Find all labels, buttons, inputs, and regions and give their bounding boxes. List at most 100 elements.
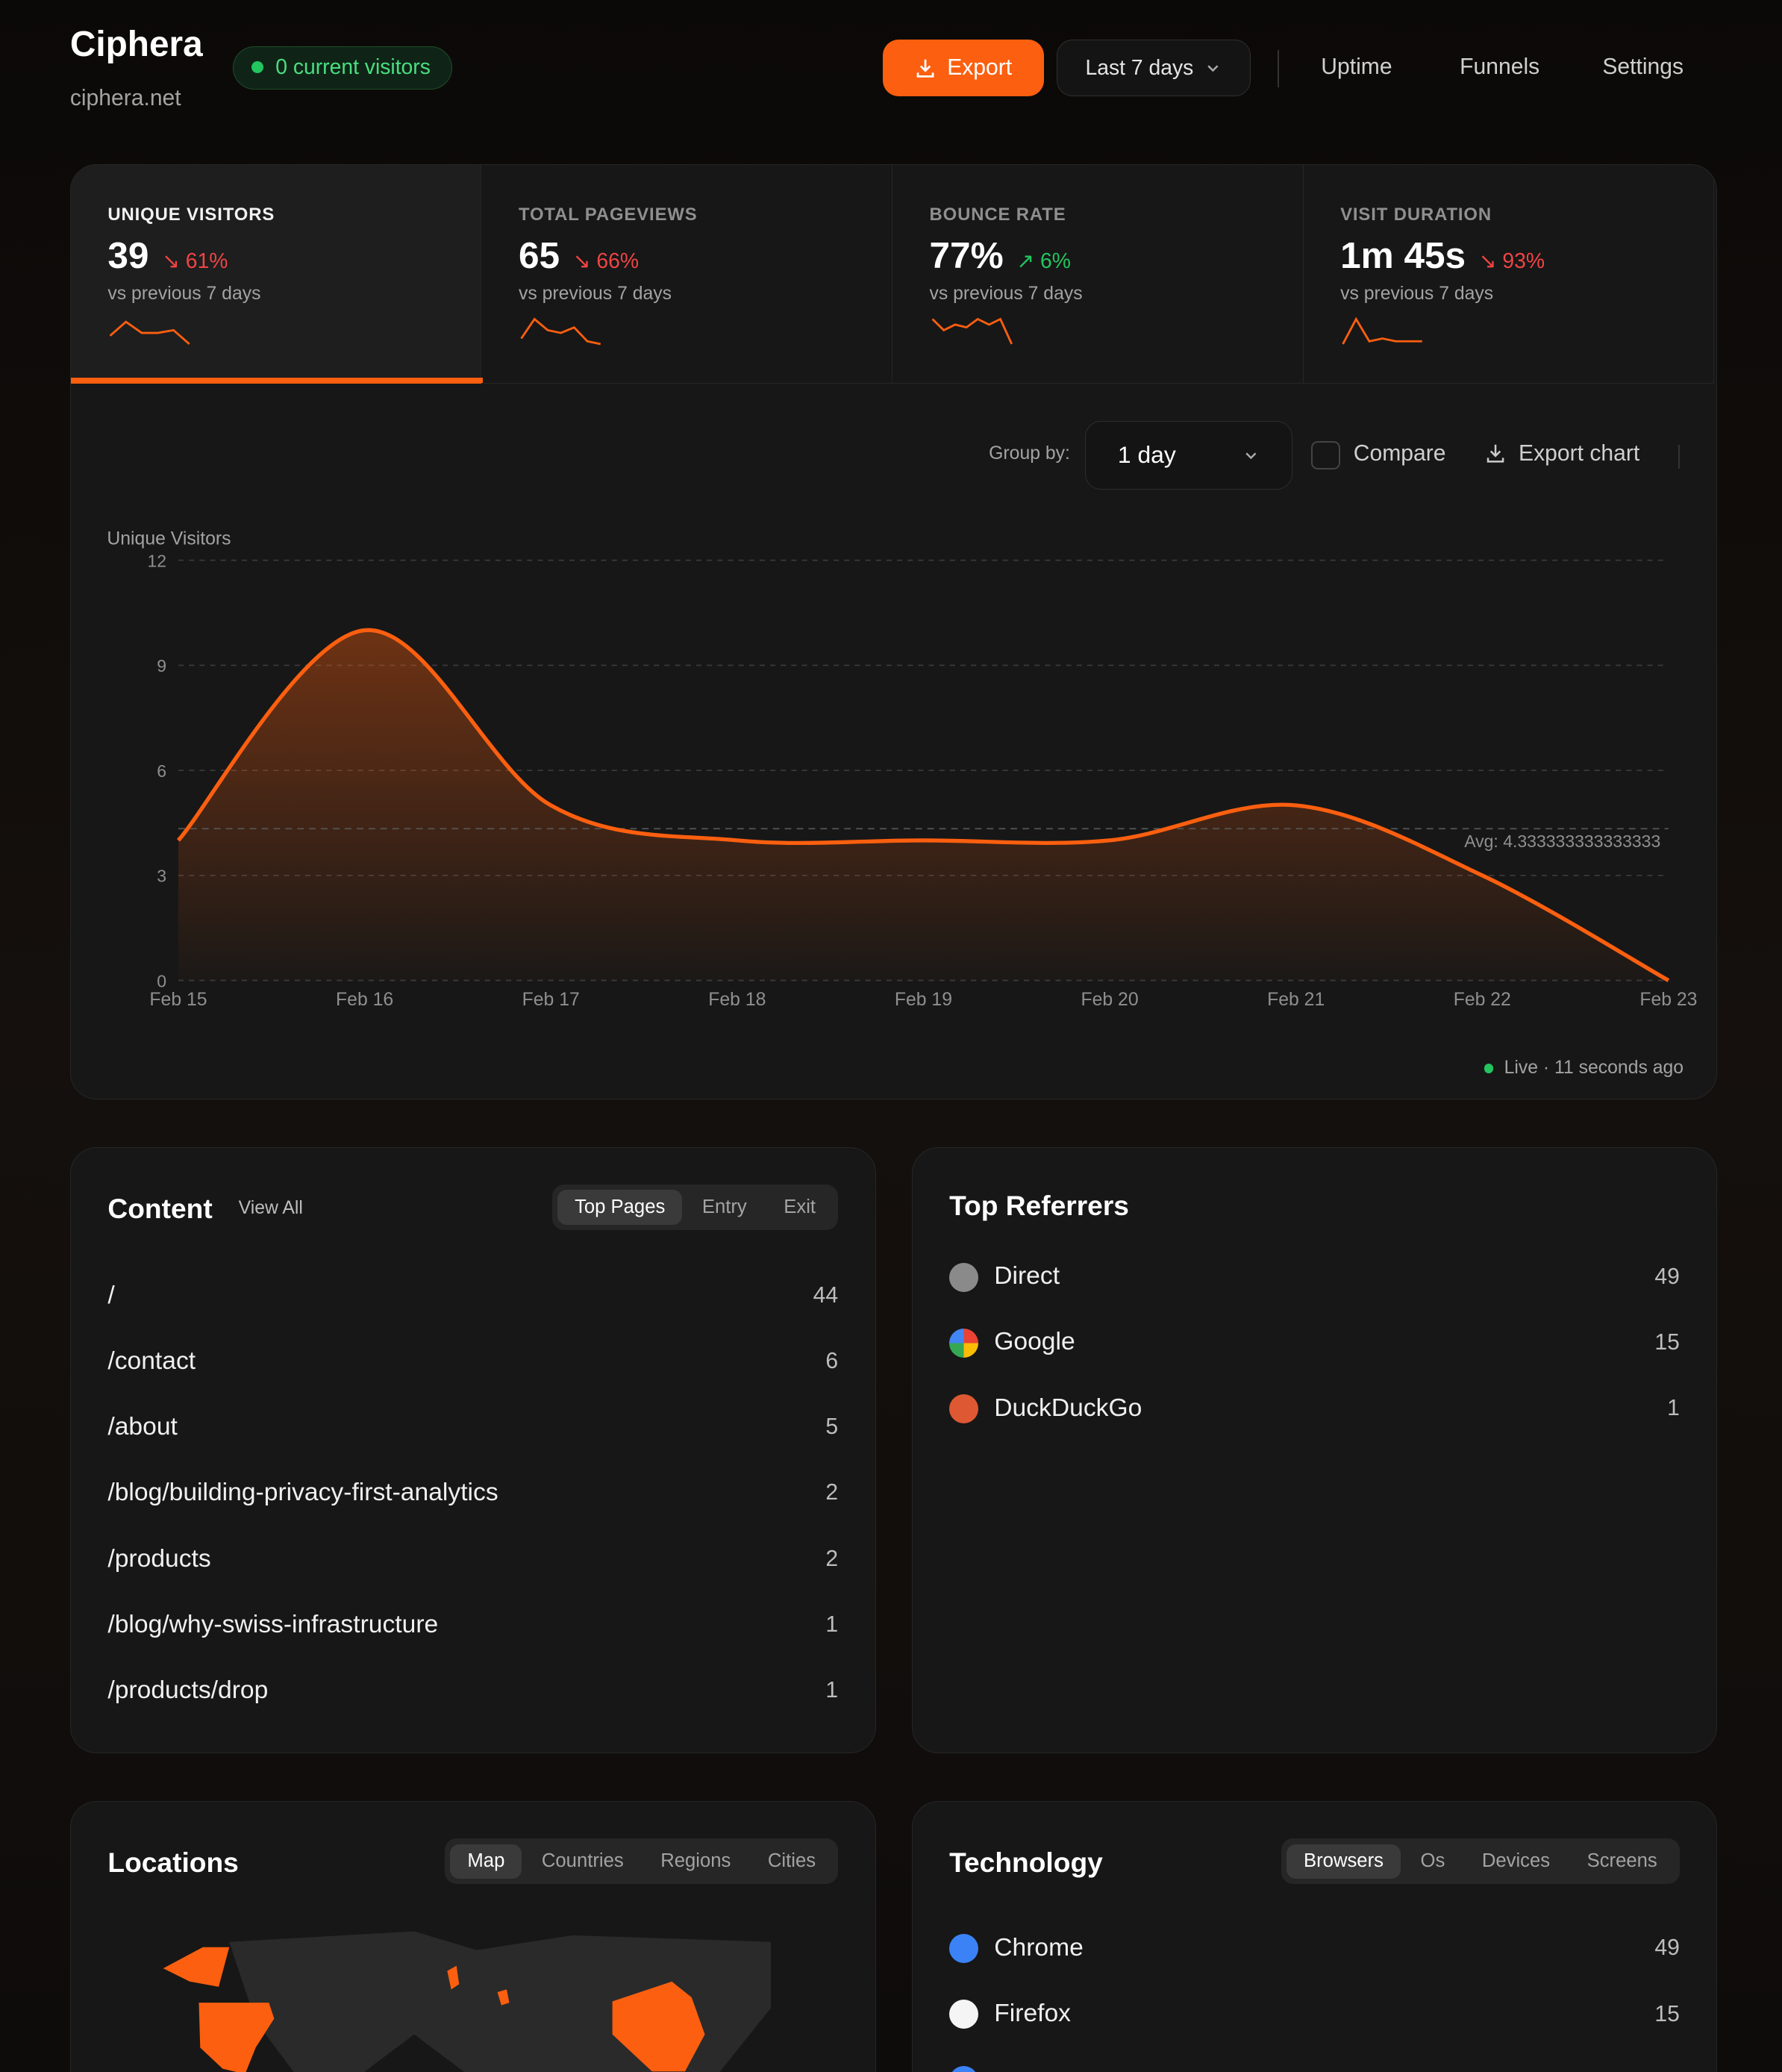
date-range-select[interactable]: Last 7 days — [1057, 40, 1251, 97]
group-by-label: Group by: — [989, 443, 1070, 464]
x-tick-label: Feb 19 — [895, 990, 952, 1010]
divider — [1277, 50, 1279, 87]
list-item-label: DuckDuckGo — [949, 1394, 1142, 1424]
live-status-text: Live · 11 seconds ago — [1504, 1058, 1684, 1079]
compare-checkbox[interactable] — [1311, 440, 1341, 470]
page-row[interactable]: /products/drop 1 — [107, 1670, 838, 1710]
y-tick-label: 12 — [147, 551, 166, 570]
stat-change: ↘ 66% — [572, 249, 640, 273]
list-item[interactable]: DuckDuckGo 1 — [949, 1389, 1680, 1429]
stat-comparison: vs previous 7 days — [518, 283, 672, 304]
chevron-down-icon — [1207, 65, 1219, 72]
firefox-icon — [949, 2000, 978, 2029]
world-map[interactable] — [150, 1929, 784, 2072]
page-path: /contact — [107, 1347, 196, 1376]
stat-comparison: vs previous 7 days — [1340, 283, 1494, 304]
duckduckgo-icon — [949, 1394, 978, 1424]
page-row[interactable]: /blog/why-swiss-infrastructure 1 — [107, 1605, 838, 1644]
export-chart-label: Export chart — [1519, 440, 1640, 466]
stat-value-text: 77% — [929, 234, 1004, 276]
page-row[interactable]: /about 5 — [107, 1408, 838, 1447]
y-tick-label: 3 — [157, 867, 166, 886]
tab-entry[interactable]: Entry — [701, 1196, 747, 1218]
stat-comparison: vs previous 7 days — [107, 283, 261, 304]
item-name: Google — [994, 1328, 1075, 1356]
tab-regions[interactable]: Regions — [660, 1850, 731, 1872]
map-country-uk — [447, 1965, 460, 1990]
tab-exit[interactable]: Exit — [784, 1196, 816, 1218]
x-tick-label: Feb 23 — [1639, 990, 1697, 1010]
page-count: 2 — [825, 1546, 839, 1571]
nav-settings[interactable]: Settings — [1602, 54, 1684, 79]
group-by-select[interactable]: 1 day — [1085, 420, 1293, 490]
page-path: /products — [107, 1544, 211, 1573]
site-title: Ciphera — [69, 24, 203, 64]
list-item[interactable]: Google 15 — [949, 1323, 1680, 1363]
nav-uptime[interactable]: Uptime — [1321, 54, 1392, 79]
tab-cities[interactable]: Cities — [767, 1850, 816, 1872]
item-name: Firefox — [994, 1999, 1071, 2027]
view-all-link[interactable]: View All — [238, 1197, 303, 1218]
tab-top-pages[interactable]: Top Pages — [557, 1190, 683, 1225]
page-count: 2 — [825, 1480, 839, 1505]
page-row[interactable]: / 44 — [107, 1276, 838, 1315]
stat-value: 65 ↘ 66% — [519, 234, 639, 277]
list-item[interactable]: Chrome 49 — [949, 1929, 1680, 1968]
x-tick-label: Feb 17 — [522, 990, 580, 1010]
download-icon — [1486, 445, 1504, 464]
page-count: 5 — [825, 1414, 839, 1440]
export-chart-button[interactable]: Export chart — [1484, 441, 1639, 466]
nav-funnels[interactable]: Funnels — [1460, 54, 1540, 79]
stat-label: TOTAL PAGEVIEWS — [518, 204, 698, 225]
list-item[interactable]: Firefox 15 — [949, 1994, 1680, 2034]
x-tick-label: Feb 18 — [708, 990, 766, 1010]
export-button[interactable]: Export — [882, 40, 1044, 97]
x-tick-label: Feb 22 — [1454, 990, 1511, 1010]
locations-tabs: Map Countries Regions Cities — [445, 1838, 839, 1885]
stat-tab-visit-duration[interactable]: VISIT DURATION 1m 45s ↘ 93% vs previous 7 d… — [1303, 164, 1715, 384]
page-row[interactable]: /contact 6 — [107, 1341, 838, 1381]
stat-tab-total-pageviews[interactable]: TOTAL PAGEVIEWS 65 ↘ 66% vs previous 7 days — [481, 164, 892, 384]
stat-label: VISIT DURATION — [1340, 204, 1492, 225]
y-tick-label: 0 — [157, 971, 166, 990]
tab-map[interactable]: Map — [450, 1844, 522, 1879]
x-tick-label: Feb 16 — [336, 990, 393, 1010]
tab-devices[interactable]: Devices — [1481, 1850, 1551, 1872]
referrers-panel: Top Referrers Direct 49 Google 15 DuckDuckGo… — [911, 1146, 1718, 1754]
content-tabs: Top Pages Entry Exit — [551, 1185, 839, 1231]
tab-countries[interactable]: Countries — [541, 1850, 624, 1872]
list-item[interactable]: Direct 49 — [949, 1258, 1680, 1297]
stat-tab-unique-visitors[interactable]: UNIQUE VISITORS 39 ↘ 61% vs previous 7 days — [70, 164, 484, 384]
stat-change: ↘ 93% — [1478, 249, 1545, 273]
page-row[interactable]: /blog/building-privacy-first-analytics 2 — [107, 1473, 838, 1513]
stat-change: ↗ 6% — [1016, 249, 1071, 273]
item-count: 49 — [1654, 1935, 1680, 1961]
page-path: / — [107, 1281, 115, 1309]
x-tick-label: Feb 15 — [149, 990, 207, 1010]
page-count: 6 — [825, 1349, 839, 1374]
technology-panel: Technology Browsers Os Devices Screens Chro… — [911, 1800, 1718, 2072]
list-item-label: Chrome — [949, 1934, 1084, 1964]
tab-os[interactable]: Os — [1420, 1850, 1445, 1872]
sparkline — [109, 320, 191, 346]
y-tick-label: 6 — [157, 761, 166, 781]
page-path: /blog/building-privacy-first-analytics — [107, 1479, 498, 1507]
compare-label[interactable]: Compare — [1353, 440, 1446, 466]
page-path: /blog/why-swiss-infrastructure — [107, 1610, 439, 1638]
stat-value: 77% ↗ 6% — [930, 234, 1071, 277]
page-count: 1 — [825, 1611, 839, 1637]
item-count: 1 — [1667, 1396, 1680, 1421]
item-count: 15 — [1654, 1330, 1680, 1355]
average-label: Avg: 4.333333333333333 — [1464, 831, 1660, 851]
page-row[interactable]: /products 2 — [107, 1539, 838, 1579]
badge-label: 0 current visitors — [275, 54, 431, 79]
live-status: Live · 11 seconds ago — [1484, 1058, 1683, 1079]
technology-title: Technology — [949, 1847, 1103, 1879]
page-path: /products/drop — [107, 1676, 269, 1704]
chevron-down-icon — [1245, 452, 1257, 459]
browser-icon — [949, 2065, 978, 2072]
tab-browsers[interactable]: Browsers — [1287, 1844, 1401, 1879]
sparkline — [520, 317, 601, 346]
stat-tab-bounce-rate[interactable]: BOUNCE RATE 77% ↗ 6% vs previous 7 days — [892, 164, 1304, 384]
tab-screens[interactable]: Screens — [1586, 1850, 1657, 1872]
